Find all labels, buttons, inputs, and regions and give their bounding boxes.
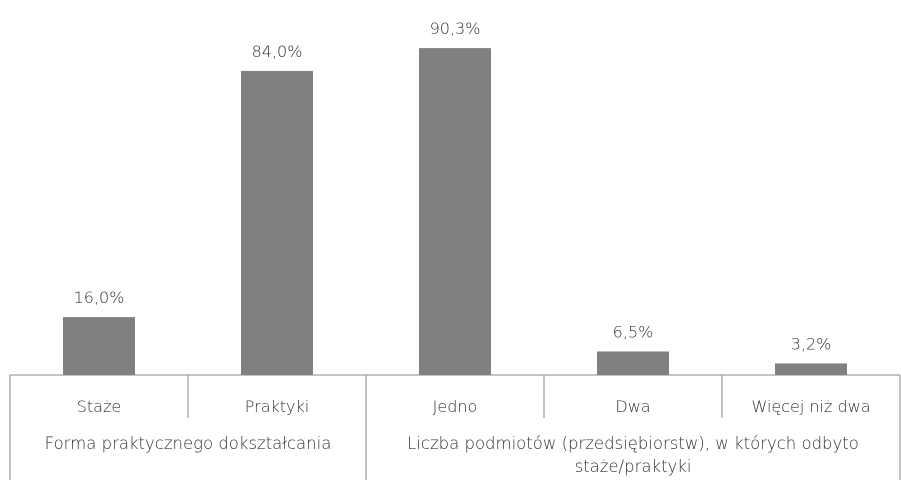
x-tick-label: Dwa [615, 397, 650, 416]
data-label: 3,2% [791, 334, 832, 353]
x-tick-label: Jedno [433, 397, 478, 416]
bar [597, 351, 669, 375]
x-tick-label: Staże [77, 397, 121, 416]
bar [241, 70, 313, 376]
data-label: 6,5% [613, 322, 654, 341]
x-tick-label: Więcej niż dwa [751, 397, 870, 416]
data-label: 90,3% [430, 19, 481, 38]
group-label: Liczba podmiotów (przedsiębiorstw), w kt… [407, 434, 859, 476]
bar [63, 317, 135, 375]
x-tick-label: Praktyki [245, 397, 309, 416]
bar [775, 363, 847, 375]
data-label: 16,0% [74, 288, 125, 307]
bar [419, 48, 491, 375]
data-label: 84,0% [252, 42, 303, 61]
group-label: Forma praktycznego dokształcania [44, 434, 332, 453]
